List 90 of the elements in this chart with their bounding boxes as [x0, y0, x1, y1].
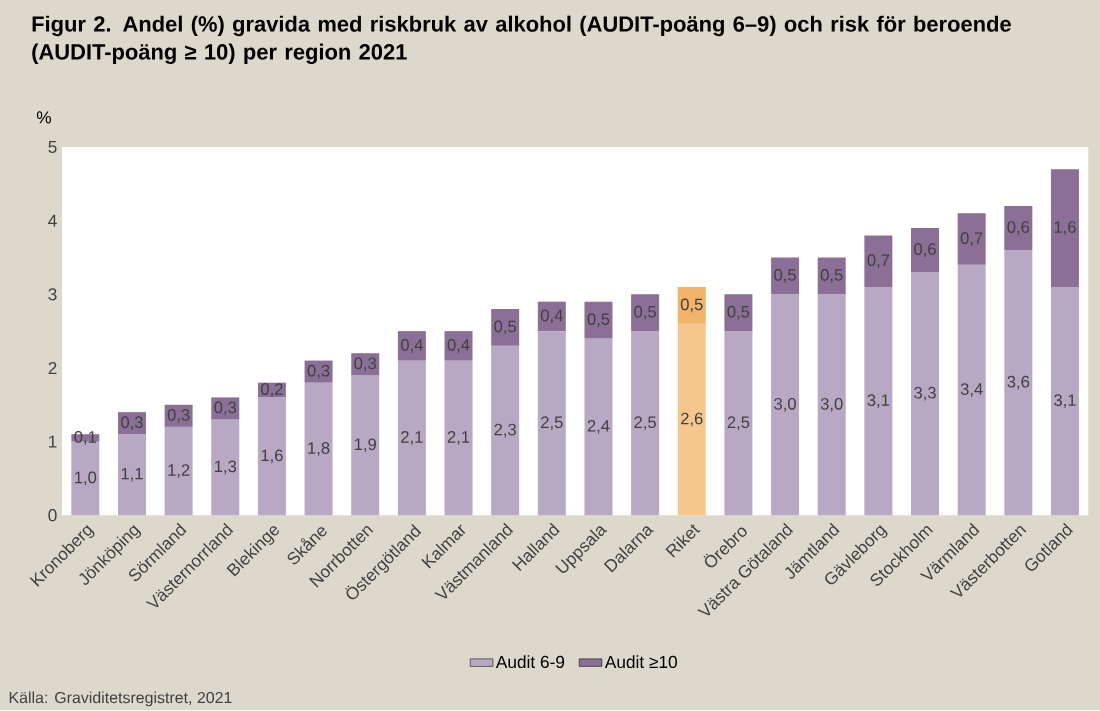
- bar: [444, 331, 473, 361]
- data-label: 2,5: [541, 416, 563, 431]
- bar: [1050, 169, 1079, 288]
- text: Källa: Graviditetsregistret, 2021: [9, 691, 232, 707]
- bar: [1004, 250, 1033, 516]
- y-tick-label: 3: [48, 288, 57, 301]
- bar: [911, 272, 940, 516]
- data-label: 3,4: [960, 383, 983, 398]
- bar: [164, 426, 193, 516]
- bar: [957, 213, 986, 265]
- bar: [724, 331, 753, 516]
- y-tick-label: 2: [48, 362, 57, 375]
- data-label: 3,0: [774, 398, 796, 412]
- bar: [491, 345, 520, 516]
- bar: [1004, 206, 1033, 251]
- data-label: 3,3: [914, 386, 936, 401]
- bar: [491, 309, 520, 346]
- data-label: 1,6: [261, 449, 283, 464]
- bar: [117, 434, 146, 516]
- data-label: 2,1: [401, 431, 423, 445]
- data-label: 0,4: [447, 339, 470, 353]
- y-tick-label: 1: [49, 435, 57, 448]
- data-label: 0,2: [261, 383, 283, 398]
- data-label: 2,5: [634, 416, 656, 431]
- data-label: 0,4: [400, 339, 423, 353]
- bar: [864, 235, 893, 288]
- bar: [724, 294, 753, 332]
- data-label: 0,5: [587, 313, 610, 328]
- legend-label: Audit ≥10: [604, 655, 677, 669]
- data-label: 0,5: [634, 305, 656, 320]
- data-label: 0,5: [774, 269, 796, 283]
- data-label: 3,1: [1054, 394, 1076, 409]
- bar: [817, 257, 846, 295]
- data-label: 3,1: [867, 394, 890, 409]
- data-label: 0,7: [867, 254, 890, 269]
- bar: [257, 397, 286, 516]
- data-label: 1,3: [215, 460, 237, 475]
- bar: [304, 382, 333, 516]
- bar: [677, 323, 706, 516]
- y-axis-title: %: [36, 111, 52, 124]
- data-label: 0,3: [354, 357, 377, 372]
- data-label: 3,0: [820, 398, 843, 412]
- data-label: 0,3: [167, 409, 190, 423]
- bar: [957, 264, 986, 516]
- data-label: 1,1: [121, 468, 143, 482]
- data-label: 1,6: [1054, 221, 1076, 236]
- legend-label: Audit 6-9: [495, 655, 565, 669]
- bar: [351, 375, 380, 516]
- bar: [211, 419, 240, 516]
- bar: [397, 331, 426, 361]
- data-label: 0,5: [727, 305, 750, 320]
- y-tick-label: 4: [48, 214, 57, 227]
- y-tick-label: 0: [48, 509, 57, 522]
- data-label: 1,0: [75, 471, 97, 486]
- bar: [584, 301, 613, 339]
- bar: [677, 287, 706, 324]
- bar: [631, 294, 660, 332]
- data-label: 0,3: [121, 416, 143, 431]
- bar: [397, 360, 426, 516]
- data-label: 0,7: [960, 232, 983, 247]
- data-label: 0,3: [307, 364, 330, 379]
- bar: [771, 294, 800, 516]
- data-label: 2,5: [727, 416, 750, 431]
- bar: [631, 331, 660, 516]
- chart-title: Figur 2. Andel (%) gravida med riskbruk av alkohol (AUDIT-poäng 6–9) och risk för beroende (AUDIT-poäng ≥ 10) per region 2021: [32, 15, 1011, 65]
- data-label: 0,6: [914, 243, 936, 258]
- data-label: 0,4: [540, 309, 563, 324]
- data-label: 0,5: [494, 320, 517, 335]
- data-label: 0,5: [820, 269, 843, 283]
- data-label: 1,8: [308, 442, 330, 456]
- bar: [1050, 287, 1079, 516]
- data-label: 2,6: [681, 412, 703, 427]
- data-label: 2,3: [494, 423, 516, 438]
- data-label: 3,6: [1007, 375, 1030, 390]
- data-label: 1,2: [168, 464, 190, 478]
- bar: [771, 257, 800, 295]
- data-label: 2,1: [447, 431, 470, 445]
- bar: [444, 360, 473, 516]
- bar: [911, 228, 940, 273]
- bar: [584, 338, 613, 516]
- bar: [864, 287, 893, 516]
- data-label: 0,1: [74, 431, 97, 445]
- data-label: 2,4: [587, 420, 610, 434]
- data-label: 1,9: [354, 438, 376, 453]
- bar: [817, 294, 846, 516]
- y-tick-label: 5: [48, 141, 57, 154]
- data-label: 0,3: [214, 401, 237, 416]
- bar: [537, 331, 566, 516]
- data-label: 0,6: [1007, 221, 1030, 236]
- data-label: 0,5: [680, 298, 703, 313]
